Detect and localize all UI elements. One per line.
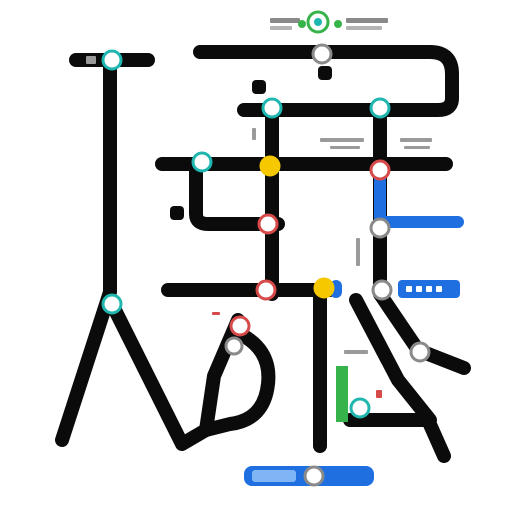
track-diag-right <box>349 293 437 427</box>
blue-line <box>330 164 464 298</box>
red-accents <box>212 312 382 398</box>
station-mid-yellow[interactable] <box>259 155 281 177</box>
blue-line-path <box>374 164 464 228</box>
track-top-loop <box>193 45 459 117</box>
station-left-teal[interactable] <box>101 293 123 315</box>
station-center-red[interactable] <box>257 213 279 235</box>
legend-dot-green-2 <box>334 20 342 28</box>
track-left-spine <box>55 53 117 447</box>
station-left-red[interactable] <box>229 315 251 337</box>
station-top-center[interactable] <box>311 43 333 65</box>
legend-text-right-2 <box>346 26 382 30</box>
map-labels <box>86 56 432 354</box>
station-lower-right[interactable] <box>371 279 393 301</box>
station-blue-junction[interactable] <box>369 217 391 239</box>
station-lower-yellow[interactable] <box>313 277 335 299</box>
green-accent <box>336 366 348 422</box>
station-lower-red[interactable] <box>255 279 277 301</box>
station-right-gray[interactable] <box>409 341 431 363</box>
track-curl <box>199 325 276 437</box>
bottom-pill-inner <box>252 470 296 482</box>
station-left-gray[interactable] <box>224 336 244 356</box>
legend-map-icon-center <box>314 18 322 26</box>
station-upper-teal[interactable] <box>261 97 283 119</box>
station-mid-left-teal[interactable] <box>191 151 213 173</box>
legend-text-left <box>270 18 300 23</box>
legend <box>270 10 388 34</box>
legend-text-left-2 <box>270 26 292 30</box>
small-black-stations <box>170 66 332 220</box>
station-bottom-blue[interactable] <box>303 465 325 487</box>
station-upper-right-teal[interactable] <box>369 97 391 119</box>
stations <box>101 43 431 487</box>
blue-label-glyphs <box>406 286 442 292</box>
station-top-left[interactable] <box>101 49 123 71</box>
station-mid-right-red[interactable] <box>369 159 391 181</box>
station-bottom-green[interactable] <box>349 397 371 419</box>
track-left-loop <box>189 157 285 231</box>
legend-text-right <box>346 18 388 23</box>
legend-dot-green <box>298 20 306 28</box>
